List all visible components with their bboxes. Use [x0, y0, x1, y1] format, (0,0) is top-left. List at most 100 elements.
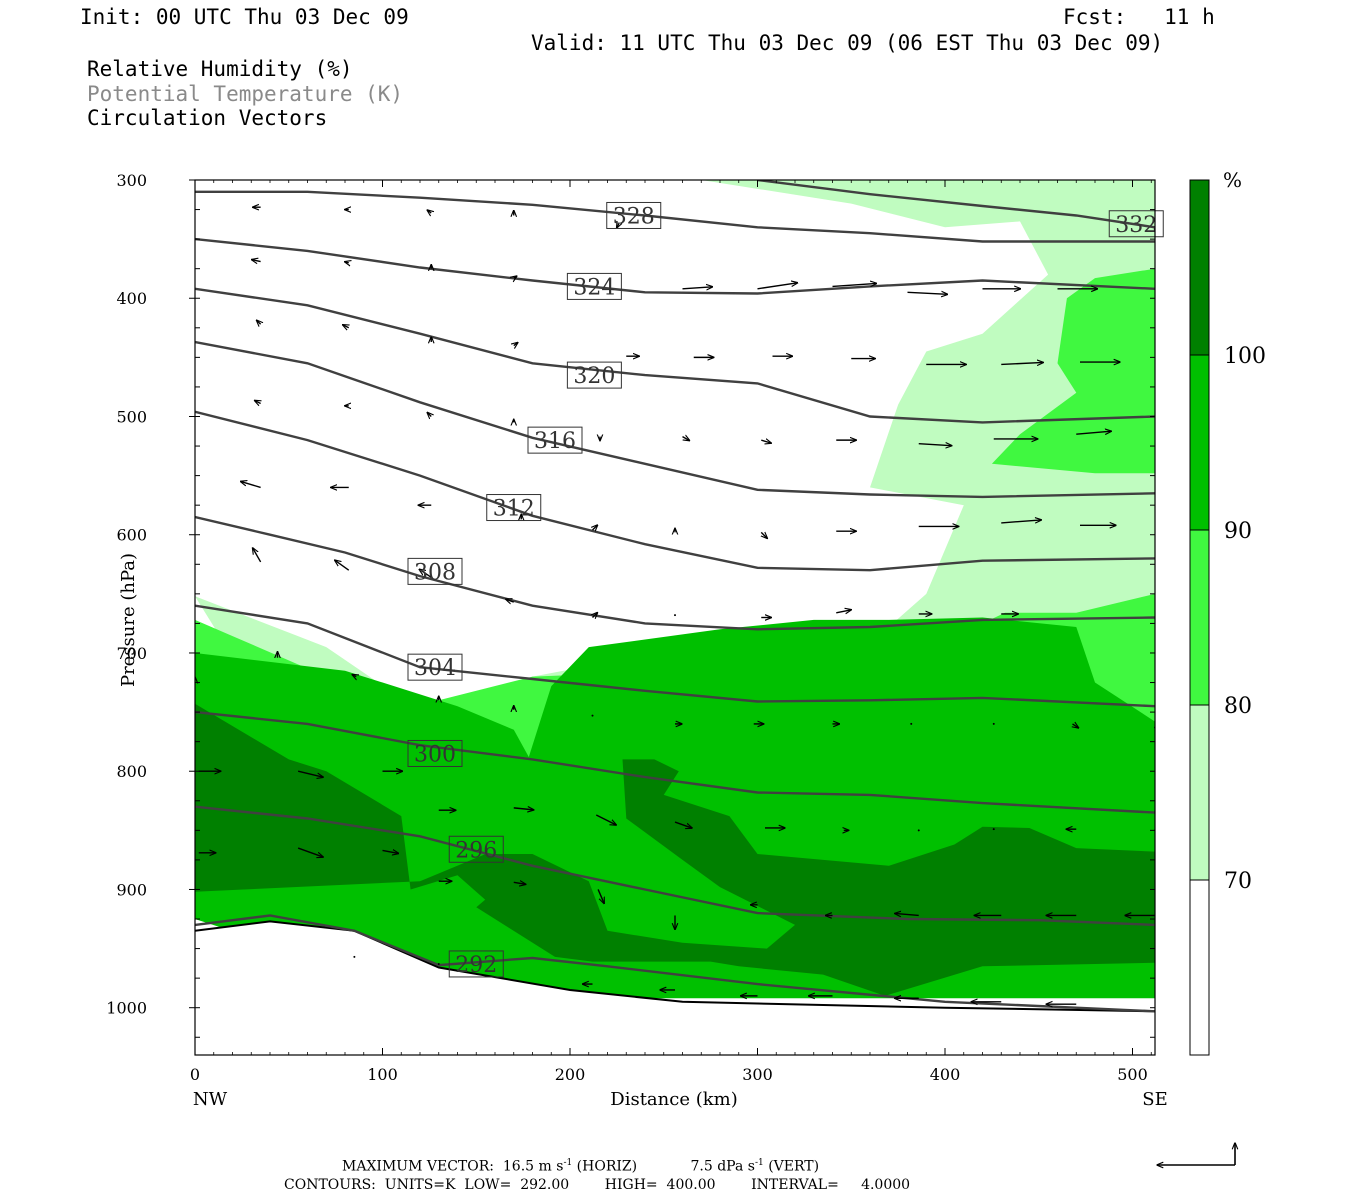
vector-arrow	[597, 889, 604, 903]
vector-arrow	[761, 440, 771, 443]
theta-line-300	[195, 710, 1155, 814]
y-tick-label: 300	[116, 171, 147, 190]
theta-label-332: 332	[1108, 210, 1164, 238]
theta-label-text: 312	[493, 497, 535, 522]
field-label-rh: Relative Humidity (%)	[87, 57, 353, 81]
theta-label-text: 296	[455, 838, 497, 863]
y-tick-label: 800	[116, 762, 147, 781]
terrain-surface	[195, 920, 1155, 1055]
theta-line-328	[195, 190, 1155, 243]
below-ground	[195, 921, 1155, 1055]
vert-exponent: -1	[754, 1158, 764, 1168]
vector-dot	[917, 829, 920, 832]
vector-arrow	[513, 882, 526, 884]
theta-label-text: 308	[414, 560, 456, 585]
vector-arrow	[593, 525, 598, 530]
vector-arrow	[1001, 520, 1041, 523]
y-tick-label: 500	[116, 407, 147, 426]
colorbar-label: 90	[1224, 519, 1252, 544]
vector-arrow	[513, 808, 534, 810]
vector-arrow	[593, 613, 598, 618]
vector-arrow	[832, 283, 877, 286]
colorbar-label: 100	[1224, 344, 1266, 369]
colorbar-segment	[1190, 355, 1209, 530]
x-tick-label: 400	[930, 1065, 961, 1084]
colorbar-segment	[1190, 880, 1209, 1055]
contour-labels: 292 296 300 304 308 312 316 320 324 328 332	[407, 201, 1164, 978]
theta-label-text: 304	[414, 656, 456, 681]
theta-label-308: 308	[407, 557, 463, 585]
vector-arrow	[1001, 362, 1043, 364]
theta-label-text: 324	[573, 275, 615, 300]
vector-arrow	[682, 437, 690, 441]
plot-frame	[194, 179, 1156, 1056]
theta-label-324: 324	[566, 272, 622, 300]
vector-dot	[992, 828, 995, 831]
valid-time: Valid: 11 UTC Thu 03 Dec 09 (06 EST Thu …	[531, 31, 1164, 55]
theta-label-box	[407, 653, 463, 681]
terrain-line	[195, 920, 1155, 1013]
y-tick-label: 1000	[106, 999, 147, 1018]
theta-label-box	[1108, 210, 1164, 238]
rh-shading	[195, 180, 1155, 999]
x-axis-title: Distance (km)	[610, 1089, 737, 1110]
vector-arrow	[297, 847, 323, 857]
theta-line-316	[195, 340, 1155, 499]
colorbar: 70 80 90 100%	[1189, 168, 1266, 1056]
theta-line-324	[195, 237, 1155, 295]
theta-label-box	[566, 272, 622, 300]
theta-label-text: 328	[613, 204, 655, 229]
vector-arrow	[343, 325, 349, 328]
x-tick-label: 300	[742, 1065, 773, 1084]
max-horiz-value: 16.5 m s	[502, 1158, 564, 1175]
theta-label-320: 320	[566, 361, 622, 389]
circulation-vectors	[195, 207, 1155, 1004]
vector-arrow	[895, 913, 919, 915]
field-label-theta: Potential Temperature (K)	[87, 82, 404, 106]
vector-arrow	[252, 260, 261, 262]
theta-line-308	[195, 515, 1155, 631]
theta-label-box	[407, 739, 463, 767]
vector-arrow	[1076, 431, 1111, 434]
vector-arrow	[907, 292, 948, 294]
theta-label-text: 320	[573, 364, 615, 389]
vector-arrow	[595, 814, 616, 825]
contour-info: CONTOURS: UNITS=K LOW= 292.00 HIGH= 400.…	[284, 1177, 911, 1193]
theta-label-text: 316	[534, 429, 576, 454]
y-tick-label: 600	[116, 526, 147, 545]
theta-label-box	[448, 835, 504, 863]
colorbar-segment	[1190, 180, 1209, 355]
theta-contours	[195, 180, 1155, 1013]
theta-line-332	[757, 180, 1155, 229]
theta-label-316: 316	[527, 426, 583, 454]
vector-arrow	[761, 532, 767, 538]
y-axis-title: Pressure (hPa)	[118, 553, 139, 687]
vector-arrow	[335, 560, 350, 571]
theta-label-304: 304	[407, 653, 463, 681]
x-tick-label: 200	[555, 1065, 586, 1084]
theta-label-292: 292	[448, 950, 504, 978]
vector-arrow	[514, 276, 517, 278]
theta-label-328: 328	[606, 201, 662, 229]
y-tick-label: 700	[116, 644, 147, 663]
x-tick-label: 0	[190, 1065, 200, 1084]
vector-dot	[992, 722, 995, 725]
colorbar-frame	[1189, 179, 1210, 1056]
theta-label-box	[527, 426, 583, 454]
theta-label-box	[606, 201, 662, 229]
vector-arrow	[419, 569, 432, 578]
vector-arrow	[1073, 724, 1079, 728]
x-end-label-se: SE	[1142, 1089, 1167, 1110]
vector-arrow	[918, 444, 952, 446]
colorbar-label: 80	[1224, 694, 1252, 719]
init-time: Init: 00 UTC Thu 03 Dec 09	[80, 5, 409, 29]
vector-arrow	[352, 675, 356, 677]
horiz-exponent: -1	[563, 1158, 573, 1168]
forecast-hour: Fcst: 11 h	[1063, 5, 1215, 29]
theta-label-box	[566, 361, 622, 389]
theta-label-box	[448, 950, 504, 978]
vector-arrow	[514, 343, 518, 346]
theta-line-304	[195, 604, 1155, 708]
max-vert-value: 7.5 dPa s	[690, 1158, 755, 1175]
